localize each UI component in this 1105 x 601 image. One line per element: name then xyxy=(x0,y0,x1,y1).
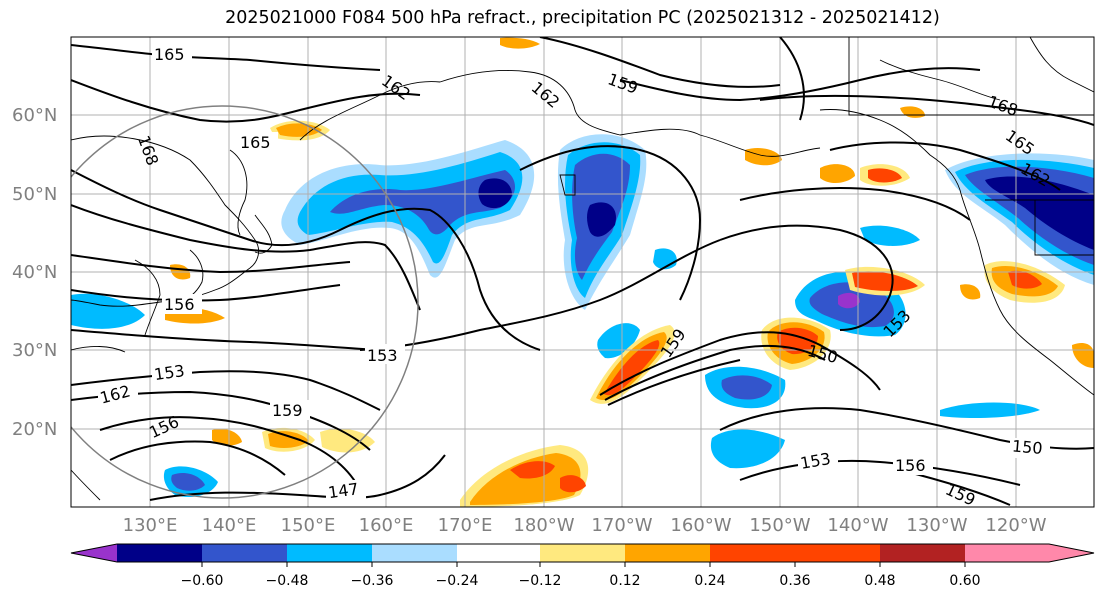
precip-region xyxy=(721,375,772,400)
colorbar-tick-label: 0.60 xyxy=(949,573,980,589)
colorbar-extend-low xyxy=(71,544,117,562)
lon-label: 170°W xyxy=(591,515,652,536)
precip-region xyxy=(745,148,782,166)
lon-label: 120°W xyxy=(985,515,1046,536)
precip-region xyxy=(500,37,540,49)
precip-region xyxy=(868,168,902,183)
precip-region xyxy=(820,164,855,184)
precip-region xyxy=(560,475,586,493)
colorbar-extend-high xyxy=(1049,544,1094,562)
lat-label: 40°N xyxy=(12,262,57,283)
colorbar-bin xyxy=(372,544,457,562)
reference-circle xyxy=(71,105,419,499)
contour-label: 147 xyxy=(327,479,360,502)
contour-label: 156 xyxy=(895,456,926,475)
geopotential-contours xyxy=(71,37,1094,506)
colorbar-tick-label: 0.48 xyxy=(864,573,895,589)
precip-region xyxy=(597,323,640,359)
colorbar-tick-label: 0.12 xyxy=(609,573,640,589)
precip-region xyxy=(838,292,860,309)
contour-label: 165 xyxy=(154,45,185,64)
precip-region xyxy=(330,170,516,235)
contour-label: 156 xyxy=(164,295,195,314)
lon-label: 170°E xyxy=(438,515,493,536)
longitude-labels: 130°E 140°E 150°E 160°E 170°E 180°W 170°… xyxy=(123,515,1047,536)
contour-label: 153 xyxy=(367,346,398,365)
lon-label: 150°E xyxy=(281,515,336,536)
colorbar-bin xyxy=(880,544,965,562)
lat-label: 50°N xyxy=(12,184,57,205)
colorbar-tick-label: 0.24 xyxy=(694,573,725,589)
colorbar-bin xyxy=(117,544,202,562)
precip-region xyxy=(710,429,785,469)
colorbar-bin xyxy=(795,544,880,562)
precip-region xyxy=(960,284,981,300)
lon-label: 160°W xyxy=(670,515,731,536)
colorbar-bin xyxy=(287,544,372,562)
precip-region xyxy=(212,428,242,446)
colorbar-tick-label: 0.36 xyxy=(779,573,810,589)
map-panel: 165 162 159 162 168 165 168 165 162 156 … xyxy=(70,36,1095,508)
colorbar-bin xyxy=(710,544,795,562)
lon-label: 130°W xyxy=(906,515,967,536)
precip-region xyxy=(478,178,512,209)
lon-label: 130°E xyxy=(123,515,178,536)
precip-region xyxy=(587,202,616,237)
latitude-labels: 60°N 50°N 40°N 30°N 20°N xyxy=(12,105,57,440)
colorbar: −0.60 −0.48 −0.36 −0.24 −0.12 0.12 0.24 … xyxy=(70,543,1095,589)
lon-label: 160°E xyxy=(359,515,414,536)
lon-label: 140°W xyxy=(827,515,888,536)
contour-label: 165 xyxy=(240,133,271,152)
contour-label: 159 xyxy=(272,401,303,420)
precip-region xyxy=(852,271,918,291)
lon-label: 150°W xyxy=(749,515,810,536)
precip-region xyxy=(940,402,1040,418)
colorbar-tick-label: −0.24 xyxy=(436,573,479,589)
colorbar-bin xyxy=(625,544,710,562)
precip-region xyxy=(985,176,1094,250)
precip-region xyxy=(320,428,375,453)
colorbar-bin xyxy=(202,544,287,562)
colorbar-outline xyxy=(70,543,1095,563)
lat-label: 20°N xyxy=(12,419,57,440)
colorbar-bin xyxy=(457,544,540,562)
lat-label: 60°N xyxy=(12,105,57,126)
contour-label: 153 xyxy=(153,361,186,384)
lon-label: 140°E xyxy=(202,515,257,536)
precip-region xyxy=(171,473,205,491)
map-title: 2025021000 F084 500 hPa refract., precip… xyxy=(225,8,940,28)
map-frame xyxy=(70,36,1095,508)
precip-region xyxy=(268,431,309,449)
precip-region xyxy=(604,340,660,396)
colorbar-tick-label: −0.60 xyxy=(181,573,224,589)
colorbar-bin xyxy=(540,544,625,562)
precipitation-shading xyxy=(71,37,1094,507)
lon-label: 180°W xyxy=(513,515,574,536)
coastlines xyxy=(71,37,1094,501)
lat-label: 30°N xyxy=(12,340,57,361)
colorbar-bin xyxy=(965,544,1049,562)
contour-label: 150 xyxy=(1011,436,1043,458)
precip-region xyxy=(860,225,920,246)
precip-region xyxy=(1072,343,1094,368)
colorbar-tick-label: −0.12 xyxy=(519,573,562,589)
colorbar-tick-label: −0.48 xyxy=(266,573,309,589)
colorbar-tick-label: −0.36 xyxy=(351,573,394,589)
